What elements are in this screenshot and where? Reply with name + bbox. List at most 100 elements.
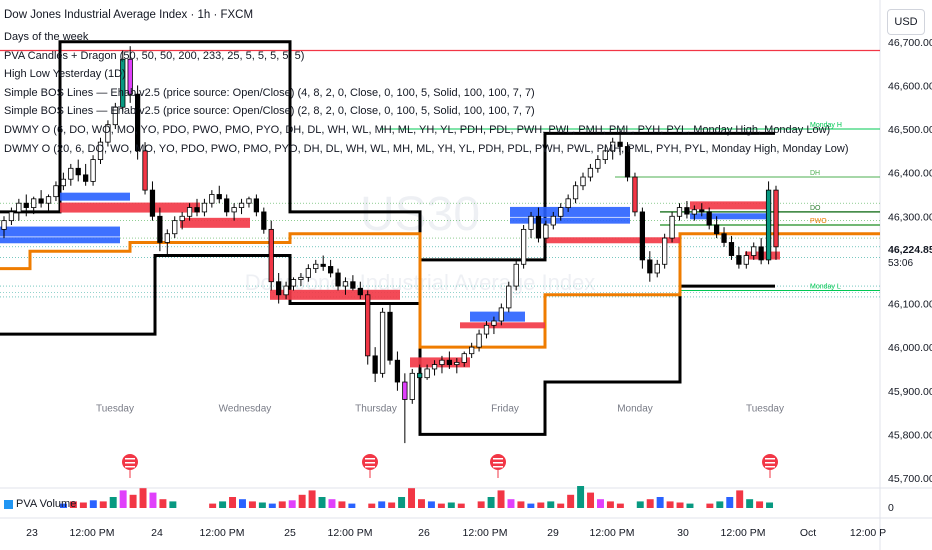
candle-body	[209, 194, 215, 204]
chart-title: Dow Jones Industrial Average Index · 1h …	[4, 9, 254, 21]
volume-bar	[209, 503, 217, 508]
price-tick-label: 46,300.00	[888, 211, 932, 223]
candle-body	[743, 255, 749, 265]
candle-body	[283, 285, 289, 296]
candle-body	[773, 189, 779, 248]
candle-body	[75, 167, 81, 176]
candle-body	[387, 311, 393, 361]
candle-body	[639, 211, 646, 261]
candle-body	[632, 176, 638, 213]
flag-stripe	[125, 458, 135, 460]
candle-body	[142, 150, 148, 191]
candle-body	[506, 285, 512, 309]
candle-body	[469, 346, 475, 355]
level-label: Monday L	[810, 283, 841, 290]
volume-bar	[248, 501, 256, 508]
candle-body	[313, 263, 319, 270]
price-tick-label: 46,000.00	[888, 342, 932, 354]
volume-bar	[636, 501, 644, 508]
candle-body	[372, 355, 378, 374]
candle-body	[491, 320, 497, 326]
volume-bar	[268, 503, 276, 508]
candle-body	[127, 58, 133, 95]
time-tick-label: 25	[284, 527, 296, 539]
candle-body	[676, 207, 683, 217]
bos-zone	[690, 213, 770, 220]
price-tick-label: 46,400.00	[888, 168, 932, 180]
indicator-bos-lines-2[interactable]: Simple BOS Lines — Ehab v2.5 (price sour…	[4, 105, 535, 118]
candle-body	[238, 202, 245, 208]
indicator-bos-lines-1[interactable]: Simple BOS Lines — Ehab v2.5 (price sour…	[4, 86, 535, 99]
volume-bar	[159, 499, 167, 508]
level-label: PWO	[810, 218, 827, 225]
volume-bar	[348, 503, 356, 508]
volume-bar	[646, 499, 654, 508]
candle-body	[461, 353, 467, 363]
candle-body	[528, 215, 534, 230]
volume-bar	[408, 488, 416, 508]
bos-zone	[690, 201, 770, 210]
candle-body	[624, 146, 631, 178]
us-flag-icon	[362, 454, 378, 478]
day-label: Monday	[617, 403, 653, 414]
volume-bar	[219, 501, 227, 508]
candle-body	[23, 202, 29, 208]
candle-body	[305, 268, 311, 278]
volume-bar	[497, 490, 505, 508]
candle-body	[16, 202, 22, 213]
candle-body	[587, 167, 594, 178]
volume-bar	[258, 502, 266, 508]
flag-stripe	[765, 466, 775, 468]
day-label: Thursday	[355, 403, 397, 414]
last-price-tag	[882, 240, 932, 271]
currency-button[interactable]: USD	[887, 9, 925, 35]
volume-bar	[567, 494, 575, 508]
volume-bar	[577, 486, 585, 508]
time-tick-label: 24	[151, 527, 163, 539]
price-tick-label: 46,500.00	[888, 124, 932, 136]
candle-body	[60, 178, 67, 187]
volume-bar	[547, 501, 555, 508]
indicator-dwmy-2[interactable]: DWMY O (20, 6, DO, WO, MO, YO, PDO, PWO,…	[4, 142, 849, 155]
volume-bar	[447, 502, 455, 508]
volume-bar	[527, 503, 535, 508]
volume-bar	[378, 501, 386, 508]
indicator-pva-candles[interactable]: PVA Candles + Dragon (50, 50, 50, 200, 2…	[4, 49, 305, 62]
volume-bar	[616, 503, 624, 508]
price-tick-label: 46,100.00	[888, 299, 932, 311]
us-flag-icon	[490, 454, 506, 478]
volume-bar	[129, 494, 137, 508]
candle-body	[535, 215, 542, 239]
candle-body	[1, 220, 7, 230]
volume-bar	[766, 502, 774, 508]
volume-swatch-icon	[4, 499, 13, 509]
volume-bar	[99, 501, 107, 508]
candle-body	[543, 224, 549, 239]
volume-bar	[656, 497, 664, 508]
flag-stripe	[765, 462, 775, 464]
indicator-high-low-yesterday[interactable]: High Low Yesterday (1D)	[4, 68, 126, 81]
candle-body	[350, 281, 356, 289]
us-flag-icon	[122, 454, 138, 478]
volume-bar	[308, 490, 316, 508]
indicator-days-of-week[interactable]: Days of the week	[4, 31, 89, 43]
volume-bar	[437, 503, 445, 508]
volume-bar	[517, 501, 525, 508]
orange-step-line	[0, 232, 880, 349]
volume-bar	[706, 503, 714, 508]
candle-body	[112, 106, 118, 126]
candle-body	[439, 359, 445, 365]
candle-body	[550, 215, 556, 226]
candle-body	[157, 215, 163, 243]
level-label: DH	[810, 170, 820, 177]
indicator-dwmy-1[interactable]: DWMY O (6, DO, WO, MO, YO, PDO, PWO, PMO…	[4, 123, 831, 136]
candle-body	[105, 124, 111, 143]
volume-legend[interactable]: PVA Volume	[4, 498, 76, 510]
candle-body	[45, 196, 52, 204]
candle-body	[498, 307, 504, 322]
candle-body	[31, 198, 37, 208]
bos-zone	[470, 311, 525, 322]
candle-body	[728, 242, 735, 256]
flag-stripe	[493, 466, 503, 468]
